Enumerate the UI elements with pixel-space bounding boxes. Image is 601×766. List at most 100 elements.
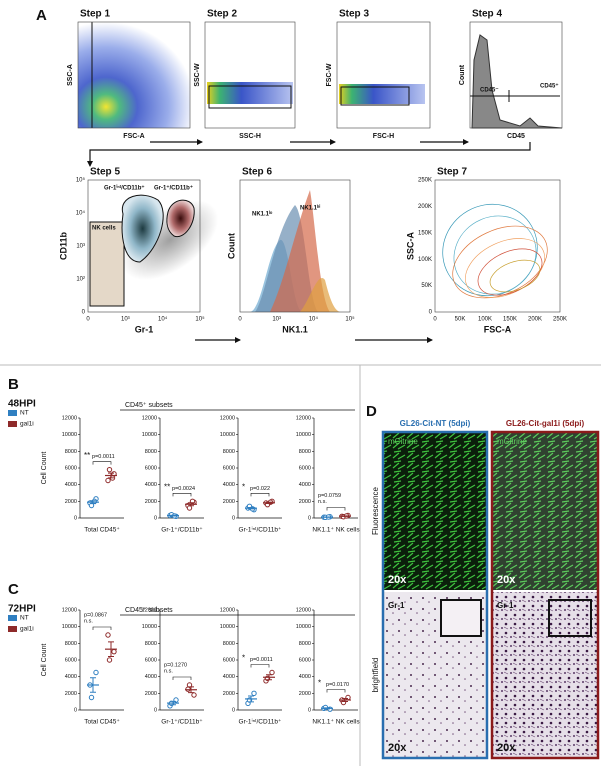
y-axis-label: SSC-A (67, 64, 74, 86)
x-tick-label: 200K (528, 317, 542, 323)
y-tick-label: 12000 (142, 607, 157, 613)
significance-mark: n.s. (164, 668, 173, 674)
error-bar (90, 500, 96, 505)
y-tick-label: 10000 (62, 624, 77, 630)
plot-frame (469, 21, 563, 129)
panel-a-graphics (78, 22, 563, 343)
y-tick-label: 2000 (145, 691, 157, 697)
x-tick-label: 100K (478, 317, 492, 323)
stain-label: Gr-1 (497, 601, 514, 610)
x-tick-label: 250K (553, 317, 567, 323)
x-axis-label: NK1.1 (282, 324, 308, 334)
time-label: 72HPI (8, 604, 36, 615)
y-tick-label: 6000 (145, 465, 157, 471)
x-tick-label: 10⁴ (158, 316, 168, 323)
column-title: GL26-Cit-gal1i (5dpi) (506, 419, 585, 428)
y-tick-label: 6000 (223, 657, 235, 663)
legend-swatch (8, 615, 17, 621)
p-value: p=0.0759 (318, 493, 341, 499)
subsets-label: CD45⁺ subsets (125, 607, 173, 614)
y-tick-label: 2000 (223, 691, 235, 697)
magnification: 20x (388, 574, 407, 586)
data-point (191, 692, 197, 698)
magnification: 20x (388, 742, 407, 754)
y-tick-label: 8000 (145, 449, 157, 455)
gate-label: NK1.1ˡᵒ (252, 211, 273, 218)
legend-label: gal1i (20, 626, 34, 633)
y-axis-label: Cell Count (41, 452, 48, 485)
time-label: 48HPI (8, 399, 36, 410)
error-bar (324, 707, 330, 710)
error-bar (108, 472, 114, 479)
y-tick-label: 2000 (65, 691, 77, 697)
p-value: p=0.0170 (326, 682, 349, 688)
magnification: 20x (497, 742, 516, 754)
significance-bracket (172, 493, 192, 497)
legend-label: NT (20, 615, 29, 622)
y-tick-label: 6000 (145, 657, 157, 663)
error-bar (90, 677, 96, 693)
y-tick-label: 2000 (145, 499, 157, 505)
y-tick-label: 8000 (299, 449, 311, 455)
legend-swatch (8, 626, 17, 632)
column-title: GL26-Cit-NT (5dpi) (400, 419, 471, 428)
y-tick-label: 8000 (65, 641, 77, 647)
error-bar (188, 502, 194, 507)
step-title: Step 6 (242, 167, 272, 178)
y-tick-label: 0 (429, 310, 433, 316)
y-tick-label: 12000 (220, 415, 235, 421)
y-tick-label: 0 (74, 515, 77, 521)
x-axis-label: CD45 (507, 133, 525, 140)
legend-label: gal1i (20, 421, 34, 428)
gate-label: CD45⁻ (480, 88, 499, 94)
y-tick-label: 8000 (223, 449, 235, 455)
data-point (105, 477, 111, 484)
plot-frame (87, 179, 201, 313)
step-title: Step 4 (472, 9, 502, 20)
y-tick-label: 4000 (65, 482, 77, 488)
y-tick-label: 12000 (62, 607, 77, 613)
x-tick-label: 10³ (272, 317, 281, 323)
y-tick-label: 100K (418, 257, 432, 263)
error-bar (266, 501, 272, 504)
x-category-label: NK1.1⁺ NK cells (312, 719, 360, 726)
p-value: p=0.022 (250, 486, 270, 492)
y-tick-label: 12000 (142, 415, 157, 421)
step-title: Step 2 (207, 9, 237, 20)
stain-label: mCitrine (388, 437, 418, 446)
gate-label: NK1.1ʰⁱ (300, 203, 320, 212)
x-tick-label: 10³ (121, 317, 130, 323)
y-tick-label: 4000 (145, 482, 157, 488)
y-tick-label: 2000 (299, 499, 311, 505)
data-point (251, 690, 257, 697)
p-value: p=0.0024 (172, 486, 195, 492)
panel-separators (0, 364, 601, 766)
y-tick-label: 4000 (145, 674, 157, 680)
y-tick-label: 0 (232, 707, 235, 713)
y-tick-label: 6000 (299, 657, 311, 663)
y-tick-label: 12000 (296, 415, 311, 421)
y-tick-label: 6000 (299, 465, 311, 471)
p-value: p=0.1270 (164, 662, 187, 668)
y-tick-label: 10⁴ (76, 210, 86, 217)
y-tick-label: 0 (154, 707, 157, 713)
x-axis-label: FSC-H (373, 133, 394, 140)
y-axis-label: Count (226, 233, 236, 259)
y-tick-label: 250K (418, 178, 432, 184)
x-tick-label: 10⁵ (345, 316, 355, 323)
y-tick-label: 6000 (65, 465, 77, 471)
gate-label: CD45⁺ (540, 83, 559, 90)
error-bar (342, 515, 348, 517)
legend-label: NT (20, 410, 29, 417)
panel-d-images: D GL26-Cit-NT (5dpi) GL26-Cit-gal1i (5dp… (366, 403, 600, 760)
significance-mark: ** (164, 482, 170, 491)
x-category-label: NK1.1⁺ NK cells (312, 527, 360, 534)
y-tick-label: 6000 (223, 465, 235, 471)
legend-swatch (8, 421, 17, 427)
row-label: brightfield (371, 658, 380, 693)
y-tick-label: 150K (418, 230, 432, 236)
y-axis-label: SSC-A (405, 232, 415, 261)
plot-frame (336, 21, 431, 129)
significance-bracket (326, 689, 346, 693)
